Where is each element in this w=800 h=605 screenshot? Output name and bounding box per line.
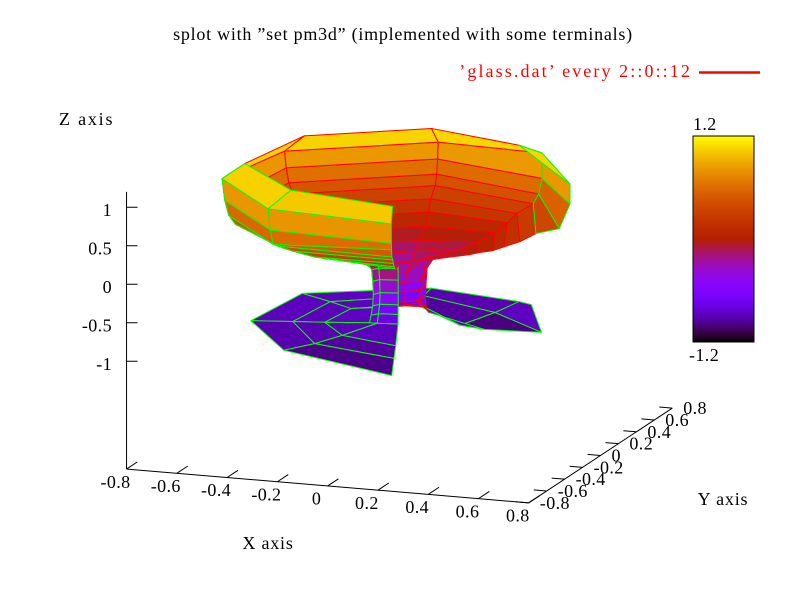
svg-text:-1: -1	[96, 354, 112, 374]
svg-text:-0.8: -0.8	[100, 472, 130, 492]
svg-text:-0.6: -0.6	[151, 476, 181, 496]
svg-text:1: 1	[103, 200, 112, 220]
svg-text:0: 0	[612, 446, 621, 466]
svg-text:-0.4: -0.4	[576, 469, 606, 489]
svg-text:-0.6: -0.6	[558, 481, 588, 501]
svg-text:1.2: 1.2	[693, 114, 717, 134]
svg-text:0.2: 0.2	[355, 493, 379, 513]
svg-text:0.8: 0.8	[683, 398, 707, 418]
svg-text:-0.8: -0.8	[540, 493, 570, 513]
svg-text:-0.2: -0.2	[594, 457, 624, 477]
svg-text:0.6: 0.6	[665, 410, 689, 430]
svg-text:’glass.dat’ every 2::0::12: ’glass.dat’ every 2::0::12	[459, 61, 692, 81]
svg-text:0.6: 0.6	[456, 501, 480, 521]
svg-text:0.5: 0.5	[88, 238, 112, 258]
svg-text:0.4: 0.4	[647, 422, 671, 442]
svg-text:-0.4: -0.4	[201, 480, 231, 500]
svg-text:-1.2: -1.2	[689, 345, 719, 365]
svg-text:0: 0	[103, 277, 112, 297]
svg-text:Z axis: Z axis	[59, 109, 114, 129]
svg-text:-0.2: -0.2	[251, 484, 281, 504]
svg-text:0.2: 0.2	[629, 434, 653, 454]
svg-text:0.8: 0.8	[506, 506, 530, 526]
svg-text:splot with ”set pm3d” (impleme: splot with ”set pm3d” (implemented with …	[173, 24, 633, 45]
svg-text:X axis: X axis	[242, 533, 293, 553]
svg-text:Y axis: Y axis	[698, 489, 749, 509]
svg-text:0.4: 0.4	[405, 497, 429, 517]
svg-text:-0.5: -0.5	[82, 315, 112, 335]
svg-text:0: 0	[312, 489, 321, 509]
